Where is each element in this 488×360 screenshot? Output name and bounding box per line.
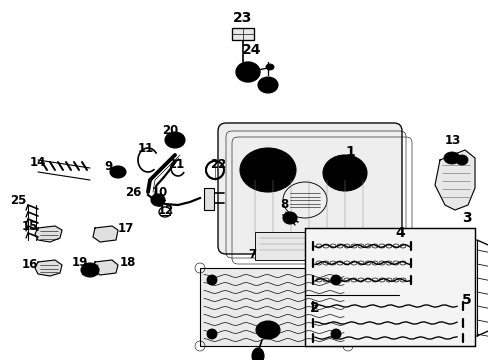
Ellipse shape	[258, 77, 278, 93]
Ellipse shape	[443, 152, 459, 164]
Bar	[254, 232, 364, 260]
Text: 22: 22	[209, 158, 226, 171]
Polygon shape	[35, 260, 62, 276]
Bar	[203, 188, 214, 210]
Text: 14: 14	[30, 156, 46, 168]
Ellipse shape	[256, 321, 280, 339]
Ellipse shape	[164, 132, 184, 148]
Ellipse shape	[81, 263, 99, 277]
Text: 26: 26	[125, 185, 141, 198]
Ellipse shape	[261, 325, 274, 335]
Text: 10: 10	[152, 185, 168, 198]
Ellipse shape	[114, 169, 122, 175]
Text: 15: 15	[22, 220, 38, 233]
FancyBboxPatch shape	[218, 123, 401, 254]
Ellipse shape	[283, 212, 296, 224]
Text: 12: 12	[158, 203, 174, 216]
Ellipse shape	[236, 62, 260, 82]
Text: 8: 8	[280, 198, 287, 211]
Text: 7: 7	[247, 248, 256, 261]
Text: 20: 20	[162, 123, 178, 136]
Text: 25: 25	[10, 194, 26, 207]
Text: 18: 18	[120, 256, 136, 270]
Text: 4: 4	[394, 226, 404, 240]
Text: 23: 23	[233, 11, 252, 25]
Ellipse shape	[265, 64, 273, 70]
Ellipse shape	[330, 275, 340, 285]
Bar	[305, 228, 474, 346]
Text: 13: 13	[444, 134, 460, 147]
Text: 6: 6	[264, 320, 273, 333]
Text: 11: 11	[138, 141, 154, 154]
Bar	[200, 268, 347, 346]
Text: 1: 1	[345, 145, 354, 159]
Text: 3: 3	[461, 211, 470, 225]
Text: 2: 2	[309, 301, 319, 315]
Text: 9: 9	[104, 161, 112, 174]
Bar	[231, 28, 253, 40]
Text: 21: 21	[168, 158, 184, 171]
Text: 17: 17	[118, 221, 134, 234]
Ellipse shape	[455, 155, 467, 165]
Ellipse shape	[206, 329, 217, 339]
Ellipse shape	[330, 329, 340, 339]
Ellipse shape	[85, 266, 95, 274]
Ellipse shape	[206, 275, 217, 285]
Polygon shape	[434, 150, 474, 210]
Polygon shape	[35, 226, 62, 242]
Ellipse shape	[323, 155, 366, 191]
Text: 24: 24	[242, 43, 261, 57]
Ellipse shape	[240, 148, 295, 192]
Ellipse shape	[256, 160, 280, 180]
Ellipse shape	[251, 348, 264, 360]
Polygon shape	[93, 226, 118, 242]
Ellipse shape	[151, 194, 164, 206]
Text: 16: 16	[22, 257, 38, 270]
Ellipse shape	[110, 166, 126, 178]
Text: 19: 19	[72, 256, 88, 270]
Ellipse shape	[337, 167, 351, 179]
Polygon shape	[93, 260, 118, 275]
Text: 5: 5	[461, 293, 471, 307]
